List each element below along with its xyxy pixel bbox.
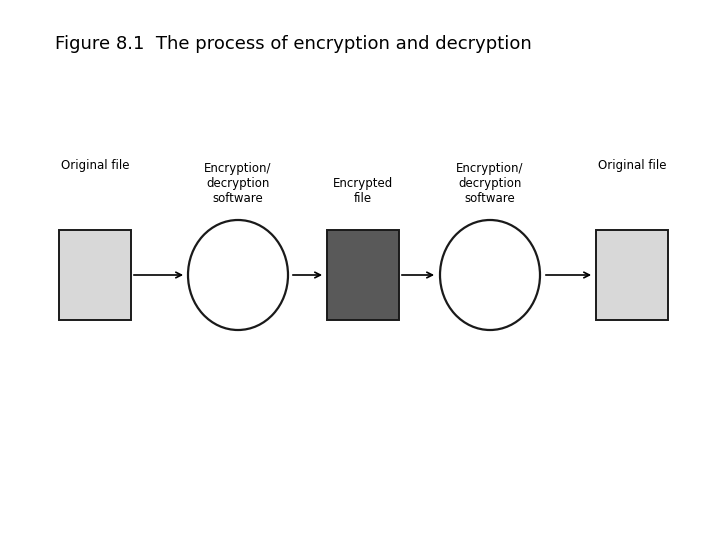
Text: Original file: Original file	[598, 159, 666, 172]
Text: Encryption/
decryption
software: Encryption/ decryption software	[456, 162, 523, 205]
Ellipse shape	[440, 220, 540, 330]
Text: Encryption/
decryption
software: Encryption/ decryption software	[204, 162, 271, 205]
Text: Encrypted
file: Encrypted file	[333, 177, 393, 205]
Bar	[596, 230, 668, 320]
Text: Figure 8.1  The process of encryption and decryption: Figure 8.1 The process of encryption and…	[55, 35, 532, 53]
Bar	[59, 230, 131, 320]
Ellipse shape	[188, 220, 288, 330]
Bar	[327, 230, 399, 320]
Text: Original file: Original file	[60, 159, 130, 172]
